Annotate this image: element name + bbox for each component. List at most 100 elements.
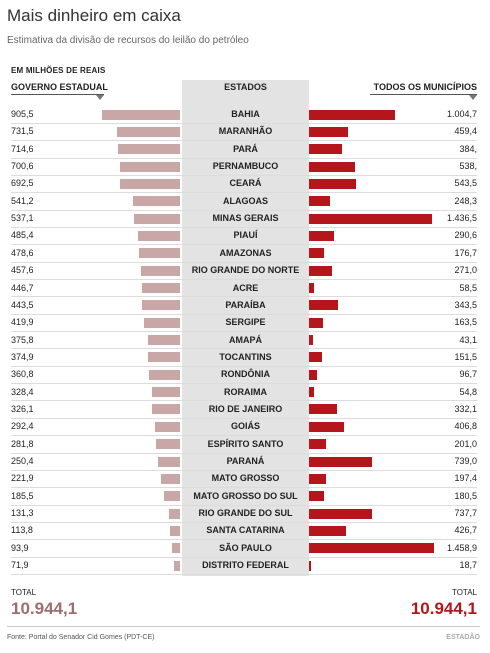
right-bar <box>309 144 342 155</box>
state-label: DISTRITO FEDERAL <box>202 560 289 571</box>
right-bar <box>309 265 333 276</box>
right-value-label: 54,8 <box>459 386 477 397</box>
right-bar <box>309 317 323 328</box>
row-separator <box>11 174 477 176</box>
right-bar <box>309 283 314 293</box>
left-value-label: 700,6 <box>11 161 34 172</box>
row-separator <box>11 296 477 298</box>
right-value-label: 332,1 <box>454 403 477 414</box>
right-bar <box>309 560 311 571</box>
row-separator <box>11 226 477 228</box>
header-todos-municipios: TODOS OS MUNICÍPIOS <box>373 82 477 92</box>
left-bar <box>155 439 180 450</box>
state-label: BAHIA <box>231 109 260 119</box>
left-value-label: 71,9 <box>11 560 29 571</box>
left-value-label: 443,5 <box>11 299 34 310</box>
right-value-label: 151,5 <box>454 351 477 362</box>
left-value-label: 446,7 <box>11 282 34 293</box>
right-value-label: 343,5 <box>454 299 477 310</box>
left-value-label: 485,4 <box>11 230 34 241</box>
right-bar <box>309 352 322 363</box>
state-label: TOCANTINS <box>219 351 272 362</box>
left-bar <box>143 317 180 328</box>
right-value-label: 426,7 <box>454 525 477 536</box>
left-bar <box>148 369 180 380</box>
state-label: PARANÁ <box>226 456 265 466</box>
row-separator <box>11 487 477 489</box>
state-label: ALAGOAS <box>223 195 268 206</box>
state-label: MATO GROSSO DO SUL <box>193 490 298 501</box>
right-bar <box>309 178 356 189</box>
left-value-label: 714,6 <box>11 143 34 154</box>
left-bar <box>138 248 180 259</box>
units-label: EM MILHÕES DE REAIS <box>11 66 106 75</box>
footer-divider <box>7 626 480 627</box>
row-separator <box>11 556 477 558</box>
left-value-label: 328,4 <box>11 386 34 397</box>
state-label: RORAIMA <box>224 386 267 397</box>
left-value-label: 250,4 <box>11 456 34 466</box>
row-separator <box>11 400 477 402</box>
row-separator <box>11 244 477 246</box>
left-bar <box>168 508 180 519</box>
right-value-label: 290,6 <box>454 230 477 241</box>
right-value-label: 197,4 <box>454 473 477 484</box>
state-label: AMAZONAS <box>219 247 272 258</box>
state-label: PERNAMBUCO <box>212 161 279 172</box>
left-value-label: 281,8 <box>11 438 34 449</box>
left-value-label: 541,2 <box>11 195 34 206</box>
left-bar <box>160 473 180 484</box>
right-value-label: 271,0 <box>454 265 477 276</box>
right-value-label: 43,1 <box>459 334 477 345</box>
left-bar <box>102 109 180 120</box>
row-separator <box>11 209 477 211</box>
row-separator <box>11 122 477 124</box>
left-value-label: 326,1 <box>11 403 34 414</box>
right-bar <box>309 213 433 224</box>
state-label: PARÁ <box>233 143 258 154</box>
state-label: RIO DE JANEIRO <box>208 403 283 414</box>
left-value-label: 131,3 <box>11 508 34 519</box>
left-value-label: 221,9 <box>11 473 34 484</box>
state-label: GOIÁS <box>230 421 260 432</box>
chart-subtitle: Estimativa da divisão de recursos do lei… <box>7 35 249 46</box>
right-value-label: 201,0 <box>454 438 477 449</box>
right-bar <box>309 230 334 241</box>
left-bar <box>119 161 180 172</box>
left-value-label: 457,6 <box>11 265 34 276</box>
right-value-label: 180,5 <box>454 490 477 501</box>
total-left-label: TOTAL <box>11 588 37 597</box>
left-bar <box>133 196 180 207</box>
right-bar <box>309 439 327 450</box>
left-bar <box>133 213 180 224</box>
state-label: ACRE <box>232 282 259 293</box>
header-rule-left <box>11 94 104 95</box>
sort-triangle-left-icon <box>96 95 104 100</box>
left-value-label: 375,8 <box>11 334 34 345</box>
left-bar <box>141 300 180 311</box>
right-value-label: 163,5 <box>454 317 477 328</box>
right-bar <box>309 404 338 415</box>
row-separator <box>11 435 477 437</box>
left-value-label: 478,6 <box>11 247 34 258</box>
right-value-label: 1.458,9 <box>446 542 477 553</box>
right-bar <box>309 491 325 502</box>
state-label: CEARÁ <box>229 178 262 189</box>
state-label: RIO GRANDE DO SUL <box>198 508 293 519</box>
right-bar <box>309 421 344 432</box>
left-bar <box>116 126 180 137</box>
left-bar <box>141 283 180 293</box>
row-separator <box>11 157 477 159</box>
state-label: ESPÍRITO SANTO <box>207 438 284 449</box>
sort-triangle-right-icon <box>469 95 477 100</box>
row-separator <box>11 539 477 541</box>
right-bar <box>309 248 325 259</box>
header-rule-right <box>370 94 477 95</box>
right-value-label: 543,5 <box>454 178 477 189</box>
state-label: MATO GROSSO <box>211 473 280 484</box>
right-bar <box>309 387 314 398</box>
left-bar <box>151 404 180 415</box>
left-value-label: 905,5 <box>11 109 34 119</box>
left-bar <box>147 335 180 346</box>
